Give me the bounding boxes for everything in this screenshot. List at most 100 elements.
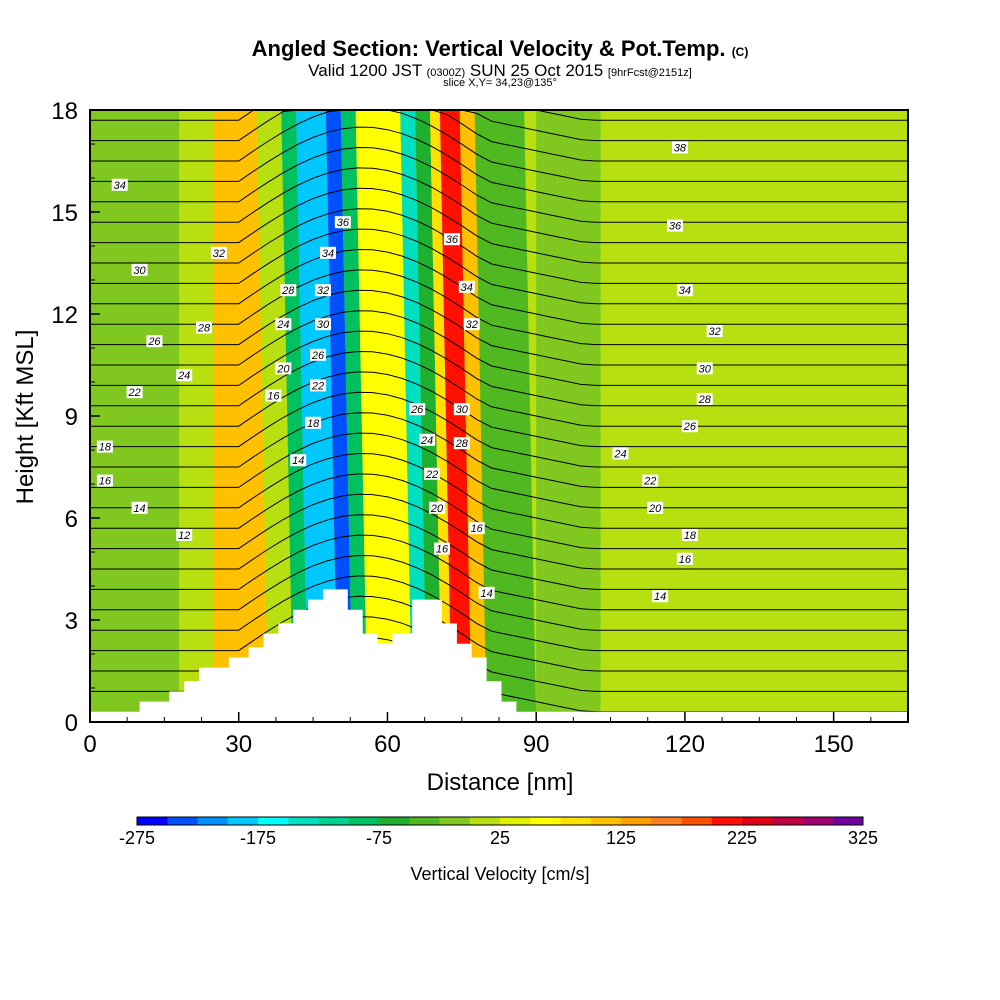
contour-label-38: 32 <box>706 325 723 338</box>
colorbar: -275 -175 -75 25 125 225 325 <box>119 816 878 848</box>
contour-label-21: 18 <box>305 416 322 430</box>
contour-label-27: 28 <box>453 437 470 450</box>
velocity-band-4 <box>281 110 309 722</box>
y-tick-label: 3 <box>65 608 78 635</box>
velocity-band-15 <box>536 110 601 722</box>
contour-label-box <box>429 501 446 514</box>
colorbar-tick-label: 325 <box>848 828 878 848</box>
colorbar-tick-label: 25 <box>490 828 510 848</box>
velocity-band-13 <box>459 110 487 722</box>
contour-label-text: 32 <box>213 248 225 260</box>
contour-label-text: 22 <box>425 469 438 481</box>
contour-label-text: 24 <box>177 370 190 382</box>
contour-label-box <box>419 433 436 446</box>
x-tick-label: 120 <box>665 731 705 758</box>
contour-label-box <box>706 325 723 337</box>
contour-label-box <box>265 389 282 402</box>
contour-label-box <box>458 280 475 293</box>
velocity-band-8 <box>355 110 413 722</box>
contour-label-1: 32 <box>210 246 227 260</box>
contour-label-text: 28 <box>455 438 469 450</box>
theta-contour-17 <box>90 289 908 366</box>
colorbar-swatch <box>590 817 622 825</box>
contour-label-box <box>275 318 292 331</box>
contour-label-10: 12 <box>176 529 193 542</box>
theta-contour-14 <box>90 350 908 427</box>
colorbar-swatch <box>227 817 259 825</box>
contour-label-26: 30 <box>453 403 470 416</box>
contour-label-box <box>666 219 683 232</box>
contour-label-text: 36 <box>446 234 459 246</box>
velocity-band-11 <box>429 110 452 722</box>
contour-label-box <box>409 403 426 416</box>
contour-label-17: 26 <box>310 348 327 362</box>
contour-label-text: 16 <box>267 391 280 403</box>
contour-label-text: 28 <box>197 323 211 335</box>
velocity-band-3 <box>256 110 294 722</box>
colorbar-swatch <box>439 817 471 825</box>
contour-label-box <box>453 403 470 416</box>
contour-label-box <box>681 420 698 433</box>
contour-label-31: 20 <box>429 501 446 515</box>
y-tick-label: 6 <box>65 506 78 533</box>
terrain <box>90 589 908 722</box>
y-tick-label: 9 <box>65 404 78 431</box>
y-tick-label: 0 <box>65 710 78 737</box>
y-tick-label: 12 <box>51 302 78 329</box>
theta-contour-24 <box>90 146 908 223</box>
contour-label-box <box>96 474 113 487</box>
colorbar-swatch <box>348 817 380 825</box>
contour-label-box <box>315 318 332 331</box>
contour-label-6: 22 <box>126 386 143 399</box>
contour-label-box <box>334 216 351 229</box>
contour-label-text: 26 <box>410 404 424 416</box>
contour-label-box <box>478 586 495 599</box>
title-text: Angled Section: Vertical Velocity & Pot.… <box>251 36 726 61</box>
contour-label-text: 36 <box>337 217 350 229</box>
theta-contour-12 <box>90 391 908 468</box>
colorbar-swatch <box>530 817 561 825</box>
colorbar-swatch <box>167 817 198 825</box>
contour-label-box <box>96 440 113 453</box>
contour-label-box <box>453 437 470 450</box>
contour-label-box <box>111 178 128 191</box>
theta-contour-6 <box>90 514 908 590</box>
contour-label-25: 32 <box>463 318 480 331</box>
contour-label-text: 14 <box>480 588 492 600</box>
theta-contour-18 <box>90 269 908 346</box>
contour-label-text: 32 <box>466 319 478 331</box>
colorbar-swatch <box>681 817 713 825</box>
contour-label-text: 16 <box>679 554 692 566</box>
contour-label-13: 32 <box>315 284 332 297</box>
colorbar-swatch <box>802 817 834 825</box>
colorbar-label: Vertical Velocity [cm/s] <box>410 864 589 884</box>
chart-title: Angled Section: Vertical Velocity & Pot.… <box>0 36 1000 62</box>
contour-label-text: 20 <box>276 363 290 375</box>
contour-label-42: 24 <box>612 447 629 460</box>
contour-label-text: 16 <box>471 523 484 535</box>
contour-label-text: 32 <box>709 326 721 338</box>
contour-label-19: 22 <box>310 379 327 392</box>
theta-contour-21 <box>90 208 908 284</box>
contour-label-box <box>280 284 297 297</box>
colorbar-swatch <box>379 817 410 825</box>
contour-label-33: 16 <box>468 522 485 535</box>
contour-label-43: 22 <box>642 474 659 488</box>
contour-label-text: 18 <box>99 442 112 454</box>
forecast-info: [9hrFcst@2151z] <box>607 67 692 79</box>
x-tick-label: 0 <box>83 731 96 758</box>
contour-label-box <box>612 447 629 460</box>
plot-area: 34 32 30 28 26 24 22 18 16 14 12 36 34 32 30 28 24 26 20 22… <box>89 109 909 723</box>
contour-label-0: 34 <box>111 178 128 192</box>
contour-label-text: 14 <box>654 591 666 603</box>
contour-label-text: 34 <box>114 180 126 192</box>
contour-label-text: 14 <box>133 503 145 515</box>
colorbar-swatch <box>772 817 803 825</box>
contour-label-box <box>463 318 480 331</box>
velocity-band-12 <box>439 110 472 722</box>
contour-label-box <box>433 542 450 555</box>
contour-label-box <box>196 321 213 334</box>
contour-label-text: 18 <box>684 530 697 542</box>
